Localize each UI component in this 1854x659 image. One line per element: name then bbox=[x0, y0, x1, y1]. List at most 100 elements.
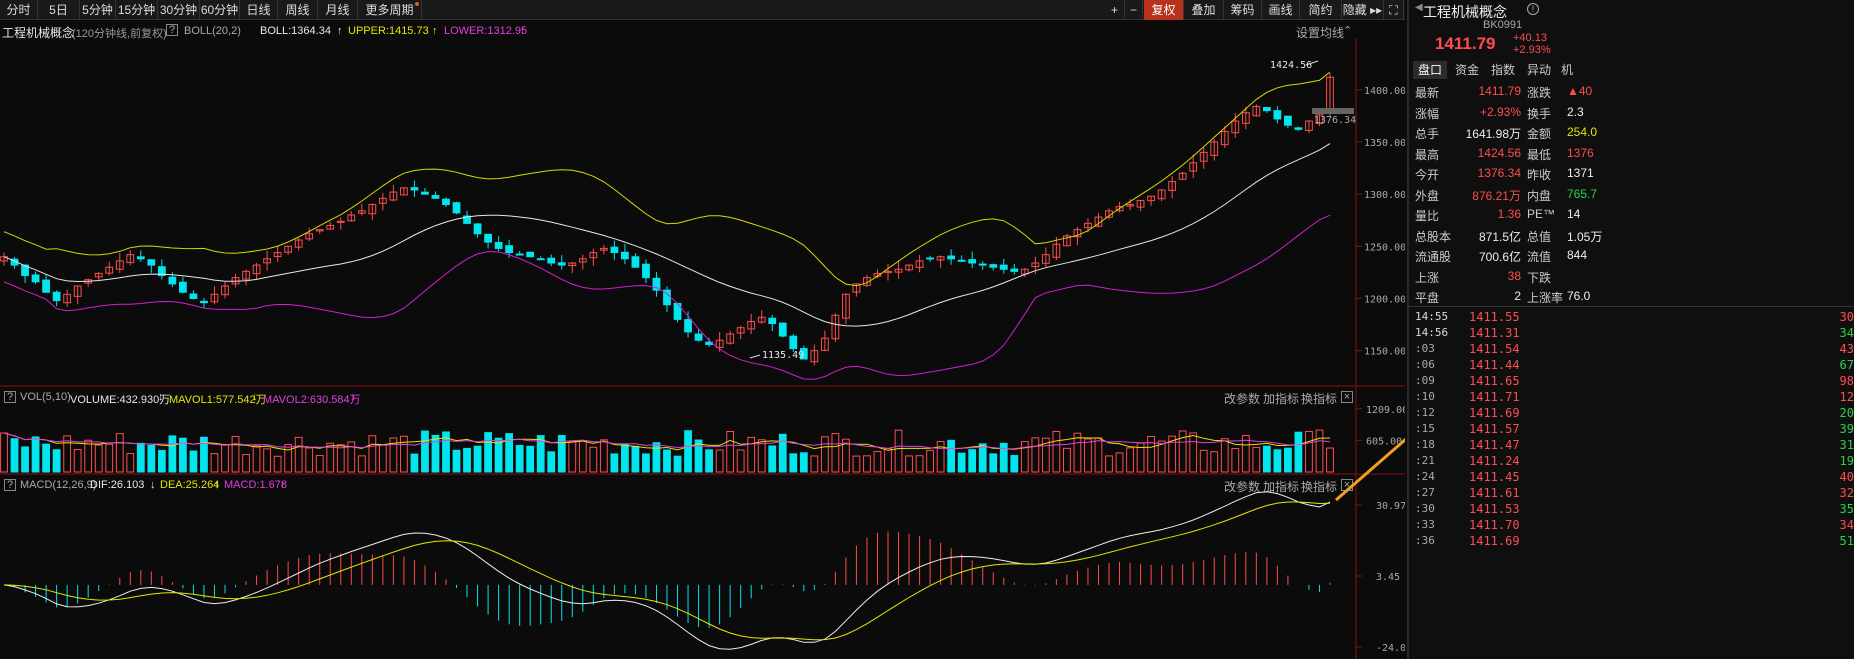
vol-switch-indicator-button[interactable]: 换指标 bbox=[1301, 392, 1338, 406]
tick-volume: 12 bbox=[1839, 390, 1854, 404]
candle bbox=[136, 256, 145, 260]
vol-indicator-name[interactable]: VOL(5,10) bbox=[20, 391, 71, 403]
macd-switch-indicator-button[interactable]: 换指标 bbox=[1301, 480, 1338, 494]
period-tab-timeshare[interactable]: 分时 bbox=[0, 0, 38, 20]
volume-bar bbox=[326, 442, 335, 473]
volume-bar bbox=[757, 439, 766, 473]
period-tab-monthly[interactable]: 月线 bbox=[318, 0, 358, 20]
volume-bar bbox=[1262, 445, 1271, 473]
help-icon[interactable]: ? bbox=[4, 391, 16, 403]
tick-volume: 39 bbox=[1839, 422, 1854, 436]
tick-volume: 34 bbox=[1839, 326, 1854, 340]
chips-button[interactable]: 筹码 bbox=[1224, 0, 1262, 20]
macd-edit-params-button[interactable]: 改参数 bbox=[1224, 480, 1261, 494]
volume-bar bbox=[389, 437, 398, 473]
candle bbox=[1210, 141, 1219, 156]
info-icon[interactable]: ! bbox=[1527, 3, 1539, 15]
volume-bar bbox=[642, 453, 650, 473]
vol-add-indicator-button[interactable]: 加指标 bbox=[1263, 392, 1300, 406]
adjust-button[interactable]: 复权 bbox=[1144, 0, 1184, 20]
zoom-out-button[interactable]: − bbox=[1125, 0, 1143, 20]
tab-orderbook[interactable]: 盘口 bbox=[1413, 61, 1447, 79]
period-tab-60min[interactable]: 60分钟 bbox=[200, 0, 240, 20]
candle bbox=[378, 197, 387, 204]
tick-price: 1411.45 bbox=[1469, 470, 1520, 484]
boll-indicator-name[interactable]: BOLL(20,2) bbox=[184, 25, 241, 37]
candle bbox=[52, 291, 61, 302]
candle bbox=[210, 293, 219, 303]
low-pointer-line bbox=[749, 354, 761, 359]
candle bbox=[326, 224, 335, 230]
more-periods-dropdown[interactable]: 更多周期 bbox=[358, 0, 422, 20]
close-icon[interactable]: × bbox=[1341, 391, 1353, 403]
candle bbox=[431, 195, 440, 199]
overlay-button[interactable]: 叠加 bbox=[1184, 0, 1224, 20]
period-tab-15min[interactable]: 15分钟 bbox=[116, 0, 158, 20]
period-tab-5day[interactable]: 5日 bbox=[38, 0, 80, 20]
stat-value: 1.36 bbox=[1497, 207, 1521, 221]
period-tab-30min[interactable]: 30分钟 bbox=[158, 0, 200, 20]
candle bbox=[757, 316, 766, 323]
price-tick-label: 1200.00 bbox=[1364, 295, 1405, 306]
volume-bar bbox=[684, 430, 692, 473]
candle bbox=[905, 264, 913, 271]
tick-time: :06 bbox=[1415, 358, 1435, 371]
macd-dea-value: DEA:25.264 bbox=[160, 479, 220, 491]
hide-panel-button[interactable]: 隐藏 ▸▸ bbox=[1342, 0, 1384, 20]
volume-bar bbox=[357, 455, 366, 473]
candle bbox=[410, 187, 419, 191]
tab-funds[interactable]: 资金 bbox=[1454, 63, 1479, 77]
fullscreen-icon[interactable]: ⛶ bbox=[1384, 0, 1404, 20]
candle bbox=[1294, 127, 1303, 130]
stat-label: 总值 bbox=[1527, 229, 1552, 244]
period-tab-5min[interactable]: 5分钟 bbox=[80, 0, 116, 20]
boll-lower-value: LOWER:1312.95 bbox=[444, 25, 528, 37]
tab-more[interactable]: 机 bbox=[1560, 63, 1573, 77]
macd-dif-line bbox=[3, 491, 1331, 650]
volume-bar bbox=[1010, 455, 1019, 473]
volume-bar bbox=[1241, 434, 1250, 473]
candle bbox=[768, 317, 777, 325]
volume-bar bbox=[989, 453, 998, 473]
tab-index[interactable]: 指数 bbox=[1490, 63, 1515, 77]
volume-bar bbox=[515, 444, 524, 473]
macd-add-indicator-button[interactable]: 加指标 bbox=[1263, 480, 1300, 494]
stock-name: 工程机械概念 bbox=[1423, 4, 1507, 20]
volume-bar bbox=[179, 437, 187, 473]
candle bbox=[568, 262, 577, 267]
volume-bar bbox=[831, 433, 840, 473]
zoom-in-button[interactable]: + bbox=[1105, 0, 1125, 20]
candle bbox=[1315, 114, 1324, 125]
help-icon[interactable]: ? bbox=[4, 479, 16, 491]
tick-time: :24 bbox=[1415, 470, 1435, 483]
volume-bar bbox=[73, 449, 82, 473]
up-arrow-icon: ↑ bbox=[214, 479, 220, 491]
help-icon[interactable]: ? bbox=[166, 24, 178, 36]
candle bbox=[1084, 222, 1092, 229]
ma-settings-button[interactable]: 设置均线 bbox=[1296, 26, 1345, 40]
kline-chart[interactable]: 1400.00 1350.00 1300.00 1250.00 1200.00 1150.… bbox=[0, 0, 1405, 659]
candle bbox=[315, 229, 324, 232]
price-change: +40.13 bbox=[1513, 32, 1547, 44]
stat-label: 平盘 bbox=[1415, 291, 1440, 305]
macd-indicator-name[interactable]: MACD(12,26,9) bbox=[20, 479, 97, 491]
candle bbox=[1136, 199, 1145, 208]
draw-line-button[interactable]: 画线 bbox=[1262, 0, 1300, 20]
vol-edit-params-button[interactable]: 改参数 bbox=[1224, 392, 1261, 406]
down-arrow-icon: ↓ bbox=[150, 479, 156, 491]
volume-bar bbox=[1031, 437, 1040, 473]
tick-price: 1411.55 bbox=[1469, 310, 1520, 324]
volume-bar bbox=[10, 438, 19, 473]
tab-anomaly[interactable]: 异动 bbox=[1526, 63, 1551, 77]
volume-bar bbox=[84, 439, 93, 473]
collapse-arrow-icon[interactable]: ◀ bbox=[1415, 2, 1423, 13]
candle bbox=[1010, 268, 1019, 272]
down-arrow-icon: ↓ bbox=[252, 391, 258, 403]
simple-mode-button[interactable]: 简约 bbox=[1300, 0, 1342, 20]
annotation-arrow bbox=[1335, 437, 1405, 502]
volume-bar bbox=[1052, 430, 1061, 473]
period-tab-daily[interactable]: 日线 bbox=[240, 0, 278, 20]
candle bbox=[179, 281, 187, 293]
period-tab-weekly[interactable]: 周线 bbox=[278, 0, 318, 20]
chevron-up-icon[interactable]: ⌃ bbox=[1343, 25, 1353, 37]
